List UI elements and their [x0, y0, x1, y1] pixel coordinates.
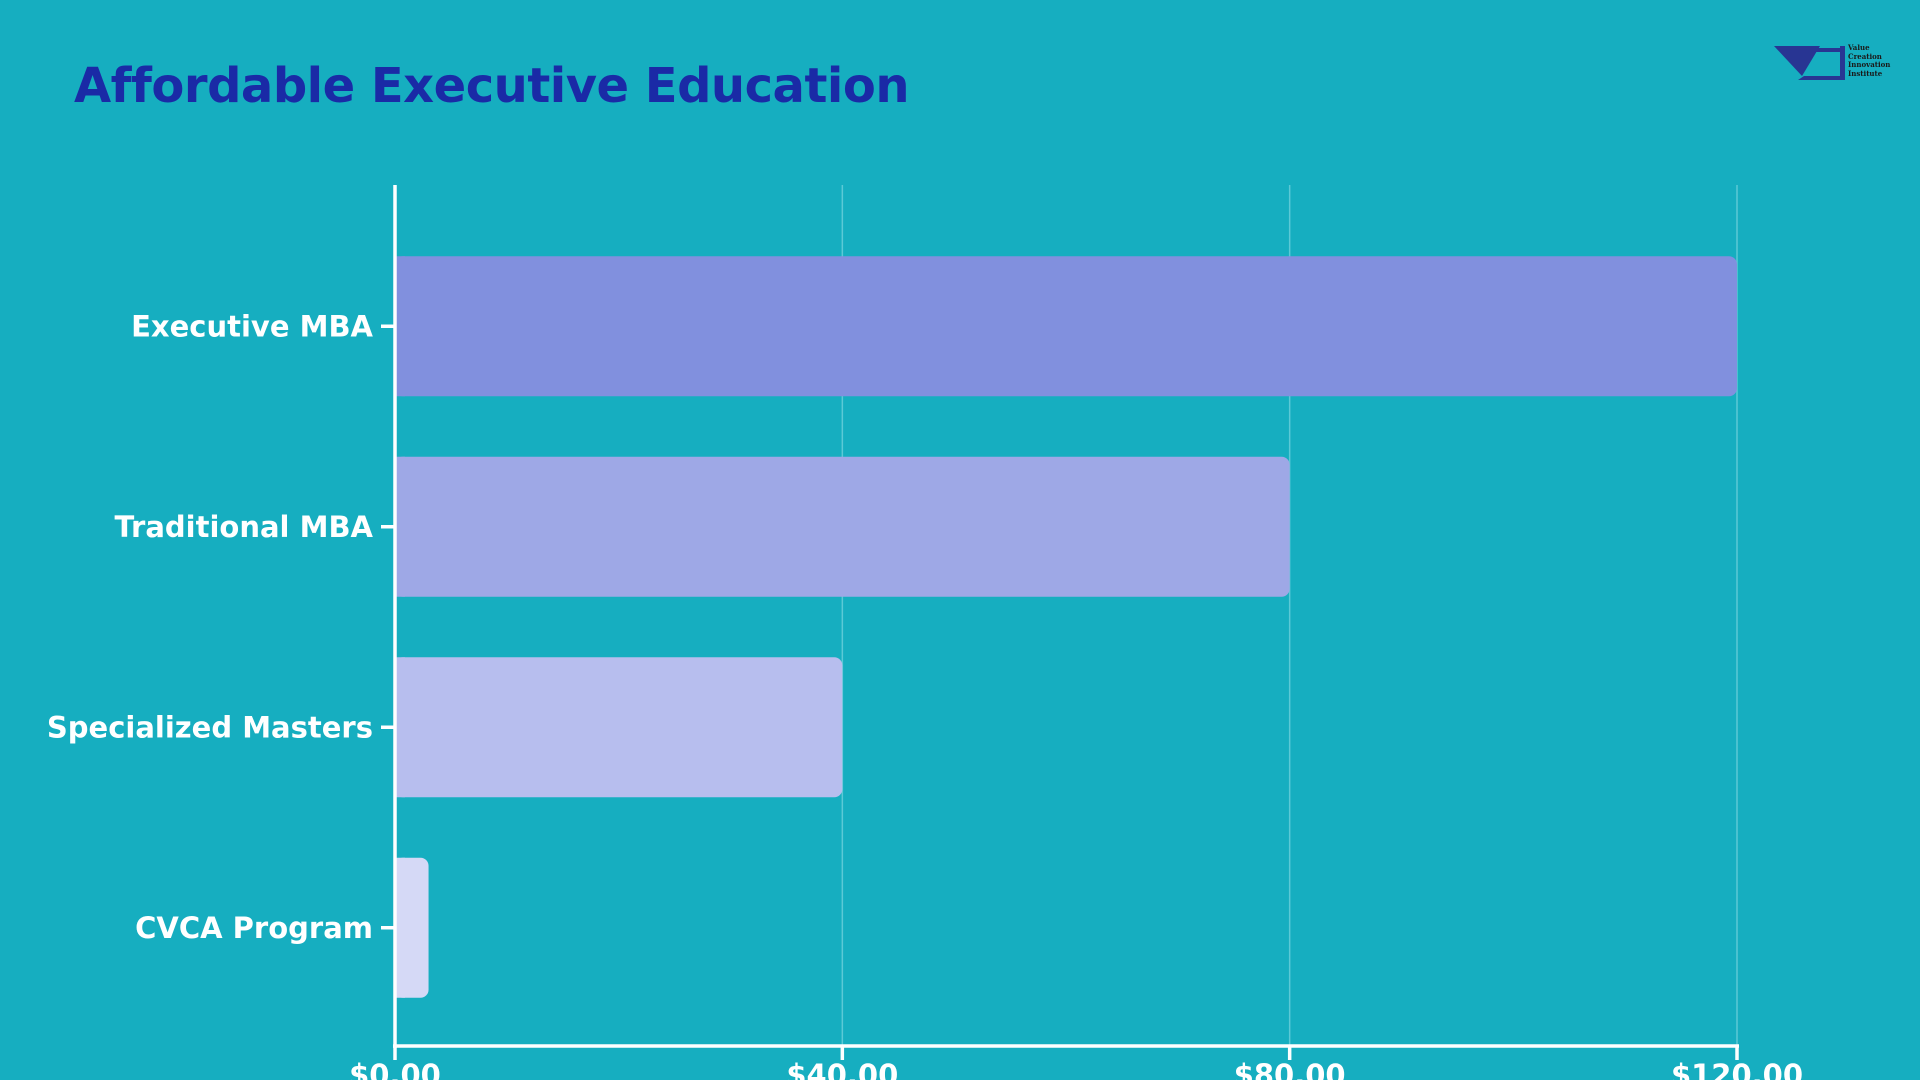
logo-bar-icon	[1812, 48, 1842, 52]
logo-triangle-icon	[1774, 46, 1820, 76]
logo-line: Value	[1848, 43, 1870, 52]
category-label: CVCA Program	[135, 911, 373, 945]
x-tick-label: $120.00	[1671, 1058, 1803, 1080]
bar-edge	[395, 857, 405, 998]
bar	[395, 256, 1737, 397]
bar	[395, 456, 1290, 597]
category-label: Executive MBA	[131, 309, 373, 343]
category-label: Specialized Masters	[47, 710, 373, 744]
bar-edge	[395, 456, 405, 597]
category-label: Traditional MBA	[114, 510, 373, 544]
logo-text: Value Creation Innovation Institute	[1848, 43, 1891, 78]
logo-line: Innovation	[1848, 60, 1891, 69]
page-title: Affordable Executive Education	[74, 58, 909, 114]
logo-line: Institute	[1848, 68, 1883, 78]
x-tick-label: $40.00	[786, 1058, 898, 1080]
institute-logo	[1774, 46, 1845, 80]
x-tick-label: $0.00	[349, 1058, 441, 1080]
x-tick-label: $80.00	[1234, 1058, 1346, 1080]
logo-line: Creation	[1848, 51, 1882, 61]
bar-edge	[395, 256, 405, 397]
bar	[395, 657, 843, 798]
bar-edge	[395, 657, 405, 798]
